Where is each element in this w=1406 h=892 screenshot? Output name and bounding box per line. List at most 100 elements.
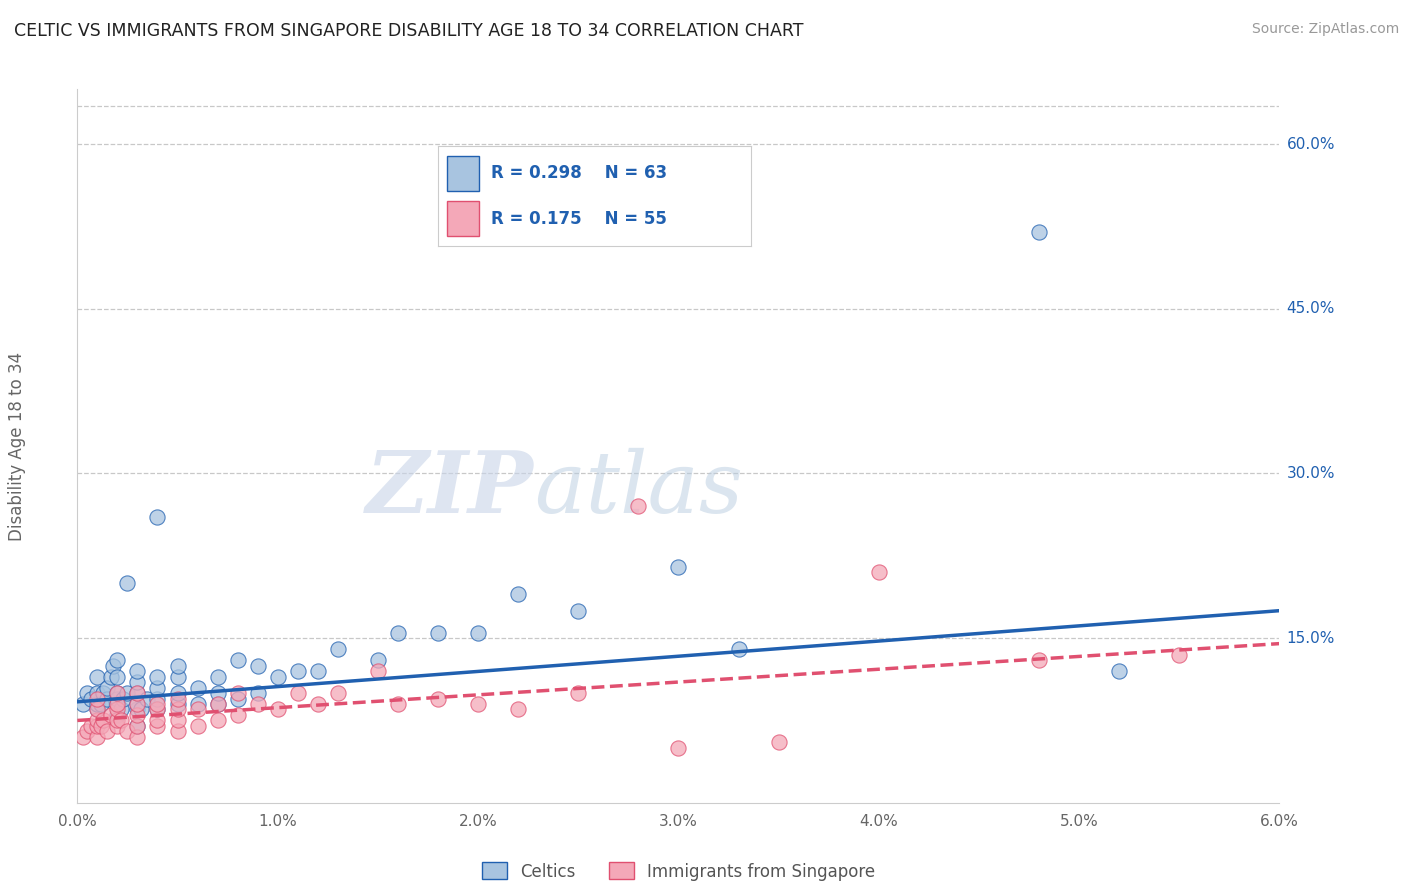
Point [80, 691, 103, 706]
Point [207, 686, 229, 700]
Point [166, 697, 188, 711]
Point [627, 500, 650, 514]
Point [146, 510, 169, 524]
Point [427, 625, 450, 640]
Point [1028, 653, 1050, 667]
Point [86, 669, 108, 683]
Point [427, 691, 450, 706]
Point [868, 566, 890, 580]
Point [90, 697, 112, 711]
Point [117, 724, 139, 739]
Point [127, 702, 149, 716]
Point [387, 697, 409, 711]
Point [1108, 664, 1130, 678]
Text: 15.0%: 15.0% [1286, 631, 1334, 646]
Point [166, 691, 188, 706]
Point [768, 735, 790, 749]
Point [117, 686, 139, 700]
Point [127, 697, 149, 711]
Point [96, 691, 118, 706]
Point [90, 719, 112, 733]
Point [107, 714, 129, 728]
Point [326, 642, 349, 657]
Point [112, 691, 135, 706]
Legend: Celtics, Immigrants from Singapore: Celtics, Immigrants from Singapore [475, 855, 882, 888]
Point [100, 669, 122, 683]
Point [100, 708, 122, 723]
Point [107, 686, 129, 700]
Point [127, 675, 149, 690]
Point [110, 714, 132, 728]
Point [127, 686, 149, 700]
Point [166, 702, 188, 716]
Point [267, 669, 290, 683]
Point [226, 686, 249, 700]
Point [186, 697, 209, 711]
Point [86, 691, 108, 706]
Point [267, 702, 290, 716]
Point [326, 686, 349, 700]
Point [367, 664, 389, 678]
Point [226, 708, 249, 723]
Point [1028, 225, 1050, 239]
Point [146, 691, 169, 706]
Point [107, 686, 129, 700]
Point [146, 714, 169, 728]
Point [96, 681, 118, 695]
Point [207, 714, 229, 728]
Point [76, 724, 98, 739]
Text: R = 0.175    N = 55: R = 0.175 N = 55 [491, 211, 666, 228]
Point [166, 686, 188, 700]
Point [86, 697, 108, 711]
Text: 60.0%: 60.0% [1286, 136, 1334, 152]
Point [567, 686, 589, 700]
Point [86, 714, 108, 728]
Point [668, 740, 690, 755]
Text: atlas: atlas [534, 448, 744, 530]
FancyBboxPatch shape [447, 156, 478, 191]
Text: Disability Age 18 to 34: Disability Age 18 to 34 [8, 351, 27, 541]
Point [146, 719, 169, 733]
Point [146, 702, 169, 716]
Point [146, 697, 169, 711]
Point [1168, 648, 1191, 662]
Point [131, 702, 153, 716]
Point [86, 730, 108, 744]
Point [567, 604, 589, 618]
Text: 30.0%: 30.0% [1286, 466, 1334, 481]
Point [107, 697, 129, 711]
Point [508, 702, 530, 716]
Point [668, 559, 690, 574]
Point [186, 681, 209, 695]
Point [136, 691, 159, 706]
Point [76, 686, 98, 700]
Point [146, 669, 169, 683]
Point [107, 691, 129, 706]
Point [107, 697, 129, 711]
Text: R = 0.298    N = 63: R = 0.298 N = 63 [491, 164, 668, 182]
Point [307, 664, 329, 678]
Point [72, 697, 94, 711]
Point [166, 724, 188, 739]
Point [508, 587, 530, 601]
Point [246, 697, 269, 711]
Point [467, 625, 489, 640]
Point [127, 719, 149, 733]
Point [127, 708, 149, 723]
Point [166, 669, 188, 683]
Point [467, 697, 489, 711]
Text: ZIP: ZIP [367, 447, 534, 531]
Point [96, 724, 118, 739]
Point [107, 653, 129, 667]
Point [166, 658, 188, 673]
Point [387, 625, 409, 640]
Point [127, 686, 149, 700]
Point [186, 719, 209, 733]
Point [367, 653, 389, 667]
Point [103, 658, 125, 673]
Point [93, 714, 115, 728]
Point [287, 664, 309, 678]
Point [166, 714, 188, 728]
Point [307, 697, 329, 711]
Text: 45.0%: 45.0% [1286, 301, 1334, 317]
